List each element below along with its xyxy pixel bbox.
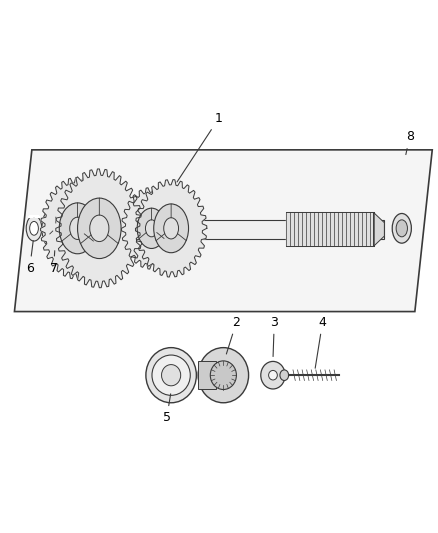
Polygon shape xyxy=(374,213,385,246)
Ellipse shape xyxy=(145,220,158,237)
Ellipse shape xyxy=(30,221,39,235)
Ellipse shape xyxy=(268,370,277,380)
Text: 4: 4 xyxy=(315,316,326,368)
Ellipse shape xyxy=(396,220,407,237)
Text: 5: 5 xyxy=(163,394,171,424)
Ellipse shape xyxy=(198,348,249,403)
Ellipse shape xyxy=(49,217,63,239)
Ellipse shape xyxy=(261,361,285,389)
Ellipse shape xyxy=(52,223,59,233)
Polygon shape xyxy=(144,224,152,234)
Text: 2: 2 xyxy=(226,316,240,354)
Ellipse shape xyxy=(42,206,70,251)
Ellipse shape xyxy=(162,365,181,386)
Ellipse shape xyxy=(78,198,121,259)
Polygon shape xyxy=(135,180,207,277)
Ellipse shape xyxy=(26,216,42,241)
Polygon shape xyxy=(14,150,432,312)
Ellipse shape xyxy=(210,361,237,390)
Ellipse shape xyxy=(152,355,190,395)
Ellipse shape xyxy=(137,208,166,248)
Circle shape xyxy=(280,370,289,381)
Text: 7: 7 xyxy=(49,251,58,274)
Polygon shape xyxy=(198,361,216,389)
Polygon shape xyxy=(152,220,385,239)
Polygon shape xyxy=(286,213,374,246)
Ellipse shape xyxy=(154,204,188,253)
Text: 1: 1 xyxy=(177,111,223,182)
Polygon shape xyxy=(56,169,143,288)
Ellipse shape xyxy=(70,217,85,239)
Text: 6: 6 xyxy=(26,240,34,274)
Ellipse shape xyxy=(146,348,196,403)
Ellipse shape xyxy=(164,217,179,239)
Ellipse shape xyxy=(59,203,96,254)
Ellipse shape xyxy=(392,214,411,243)
Polygon shape xyxy=(121,188,182,269)
Text: 3: 3 xyxy=(270,316,278,357)
Polygon shape xyxy=(41,177,115,279)
Ellipse shape xyxy=(90,215,109,241)
Text: 8: 8 xyxy=(406,130,413,155)
